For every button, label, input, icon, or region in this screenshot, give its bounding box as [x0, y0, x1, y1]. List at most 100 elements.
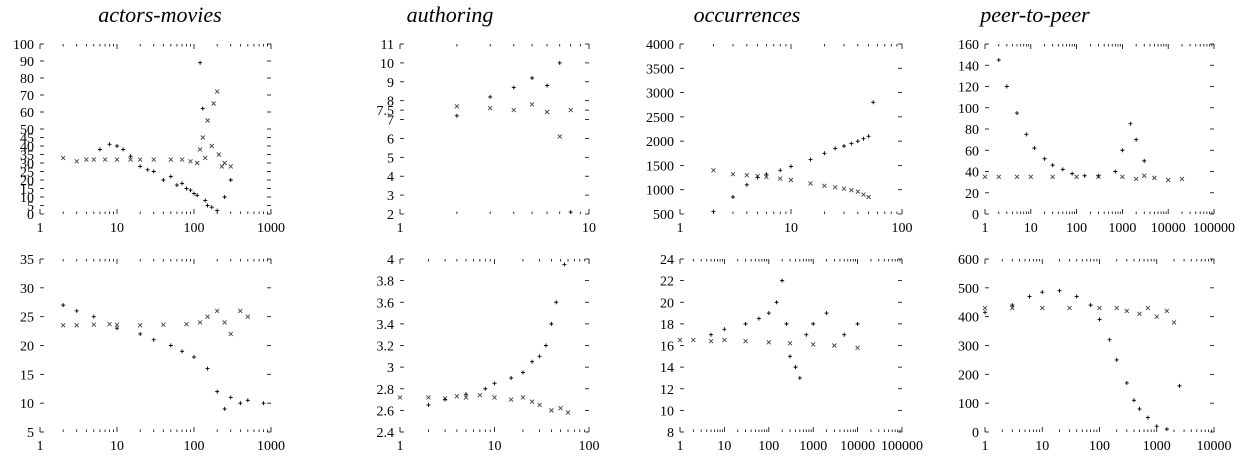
- x-tick-label: 1: [677, 221, 684, 236]
- series-2-point: [1114, 357, 1119, 362]
- series-1-point: [565, 410, 571, 415]
- y-tick-label: 18: [660, 318, 674, 333]
- x-tick-label: 1: [982, 221, 989, 236]
- column-title-peer-to-peer: peer-to-peer: [980, 2, 1090, 27]
- series-1-point: [197, 320, 203, 325]
- series-1-point: [787, 341, 793, 346]
- y-tick-label: 2.6: [377, 404, 395, 419]
- y-tick-label: 3000: [646, 87, 674, 102]
- series-1-point: [568, 107, 574, 113]
- series-2-point: [855, 321, 860, 326]
- series-2-point: [797, 375, 802, 380]
- y-tick-label: 500: [653, 208, 674, 223]
- series-2-point: [1164, 427, 1169, 432]
- y-tick-label: 20: [660, 296, 674, 311]
- x-tick-label: 1000: [257, 221, 285, 236]
- series-1-point: [74, 322, 80, 328]
- series-2-point: [1015, 111, 1020, 116]
- series-2-point: [61, 303, 66, 308]
- series-1-point: [245, 314, 251, 319]
- x-tick-label: 1000: [257, 439, 285, 454]
- y-tick-label: 15: [20, 368, 34, 383]
- series-2-point: [780, 278, 785, 283]
- series-2-point: [180, 181, 185, 186]
- series-1-point: [102, 157, 108, 162]
- y-tick-label: 0: [972, 426, 979, 441]
- y-tick-label: 6: [387, 132, 394, 147]
- series-2-point: [188, 188, 193, 193]
- y-tick-label: 50: [20, 123, 34, 138]
- series-1-point: [529, 102, 535, 107]
- series-2-point: [841, 144, 846, 148]
- series-1-point: [168, 157, 174, 162]
- series-2-point: [209, 205, 214, 210]
- series-1-point: [557, 134, 563, 139]
- series-2-point: [184, 186, 189, 191]
- y-tick-label: 300: [958, 340, 979, 355]
- x-tick-label: 100: [184, 439, 205, 454]
- column-title-actors-movies: actors-movies: [98, 2, 222, 27]
- series-2-point: [1040, 290, 1045, 295]
- y-tick-label: 14: [660, 361, 674, 376]
- y-tick-label: 160: [958, 38, 979, 53]
- series-2-point: [1010, 303, 1015, 308]
- series-1-point: [238, 308, 243, 314]
- series-2-point: [1145, 415, 1150, 420]
- series-1-point: [788, 177, 794, 183]
- series-2-point: [180, 349, 185, 354]
- series-2-point: [238, 401, 243, 406]
- series-2-point: [554, 300, 559, 305]
- series-1-point: [222, 160, 227, 166]
- series-2-point: [842, 332, 847, 337]
- series-2-point: [1131, 398, 1136, 403]
- series-1-point: [1067, 305, 1072, 311]
- x-tick-label: 10000: [1151, 221, 1186, 236]
- series-1-point: [1165, 177, 1171, 183]
- series-2-point: [215, 389, 220, 394]
- x-tick-label: 10: [1035, 439, 1049, 454]
- y-tick-label: 8: [667, 426, 674, 441]
- series-1-point: [137, 322, 143, 328]
- x-tick-label: 10: [110, 221, 124, 236]
- column-title-authoring: authoring: [406, 2, 494, 27]
- y-tick-label: 4000: [646, 38, 674, 53]
- series-1-point: [114, 157, 120, 162]
- series-2-point: [1124, 380, 1129, 385]
- series-1-point: [1141, 173, 1147, 179]
- series-1-point: [1171, 320, 1177, 325]
- y-tick-label: 3500: [646, 62, 674, 77]
- series-2-point: [871, 100, 876, 105]
- y-tick-label: 80: [965, 123, 979, 138]
- series-1-point: [810, 342, 816, 347]
- series-2-point: [996, 57, 1001, 62]
- series-1-point: [91, 157, 97, 162]
- series-2-point: [743, 321, 748, 326]
- series-1-point: [60, 322, 66, 328]
- series-2-point: [756, 316, 761, 321]
- y-tick-label: 2.4: [377, 426, 395, 441]
- y-tick-label: 4: [387, 253, 394, 268]
- series-2-point: [808, 157, 813, 162]
- series-2-point: [1088, 303, 1093, 308]
- y-tick-label: 4: [387, 170, 394, 185]
- series-1-point: [211, 101, 216, 106]
- series-2-point: [557, 60, 562, 65]
- series-1-point: [822, 183, 827, 189]
- series-1-point: [487, 105, 493, 111]
- series-2-point: [198, 60, 203, 65]
- y-tick-label: 45: [20, 132, 34, 147]
- y-tick-label: 1500: [646, 159, 674, 174]
- series-1-point: [1133, 176, 1139, 182]
- y-tick-label: 5: [27, 200, 34, 215]
- series-2-point: [511, 85, 516, 90]
- series-1-point: [855, 189, 861, 194]
- series-1-point: [1137, 311, 1142, 317]
- series-2-point: [774, 300, 779, 305]
- series-2-point: [464, 392, 469, 397]
- series-2-point: [1024, 132, 1029, 137]
- y-tick-label: 10: [380, 57, 394, 72]
- y-tick-label: 30: [20, 282, 34, 297]
- y-tick-label: 120: [958, 81, 979, 96]
